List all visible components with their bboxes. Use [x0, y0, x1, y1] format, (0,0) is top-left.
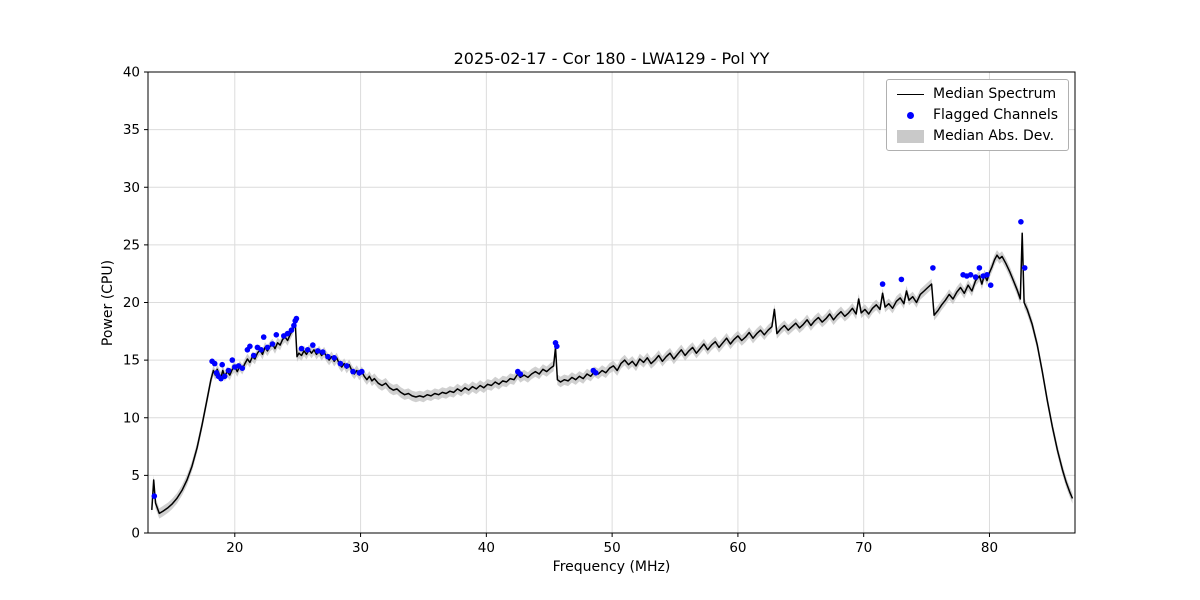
svg-text:20: 20 [226, 540, 243, 556]
median-abs-dev-band-swatch [896, 129, 924, 143]
flagged-channels-dot-swatch [897, 111, 924, 119]
svg-text:80: 80 [981, 540, 998, 556]
legend-item-median-abs-dev: Median Abs. Dev. [896, 128, 1058, 144]
svg-text:15: 15 [123, 353, 140, 369]
legend-label-median-abs-dev: Median Abs. Dev. [932, 128, 1055, 144]
y-ticks: 0 5 10 15 20 25 30 35 40 [123, 65, 148, 542]
svg-text:10: 10 [123, 410, 140, 426]
svg-text:25: 25 [123, 237, 140, 253]
flagged-channels-points [151, 219, 1028, 499]
svg-text:35: 35 [123, 122, 140, 138]
legend-label-flagged-channels: Flagged Channels [932, 107, 1058, 123]
svg-text:70: 70 [855, 540, 872, 556]
median-spectrum-line-swatch [896, 93, 924, 95]
svg-text:40: 40 [478, 540, 495, 556]
median-spectrum-line [151, 232, 1074, 515]
legend-item-flagged-channels: Flagged Channels [897, 107, 1058, 123]
svg-text:40: 40 [123, 65, 140, 81]
svg-text:50: 50 [604, 540, 621, 556]
svg-text:30: 30 [123, 180, 140, 196]
svg-text:20: 20 [123, 295, 140, 311]
legend-item-median-spectrum: Median Spectrum [896, 86, 1058, 102]
x-axis-label: Frequency (MHz) [552, 559, 671, 575]
x-ticks: 20 30 40 50 60 70 80 [226, 533, 998, 556]
legend: Median Spectrum Flagged Channels Median … [885, 79, 1069, 151]
legend-label-median-spectrum: Median Spectrum [932, 86, 1057, 102]
svg-text:5: 5 [131, 468, 140, 484]
y-axis-label: Power (CPU) [100, 259, 116, 347]
chart-title: 2025-02-17 - Cor 180 - LWA129 - Pol YY [453, 49, 770, 68]
svg-text:0: 0 [131, 526, 140, 542]
svg-text:60: 60 [729, 540, 746, 556]
svg-text:30: 30 [352, 540, 369, 556]
